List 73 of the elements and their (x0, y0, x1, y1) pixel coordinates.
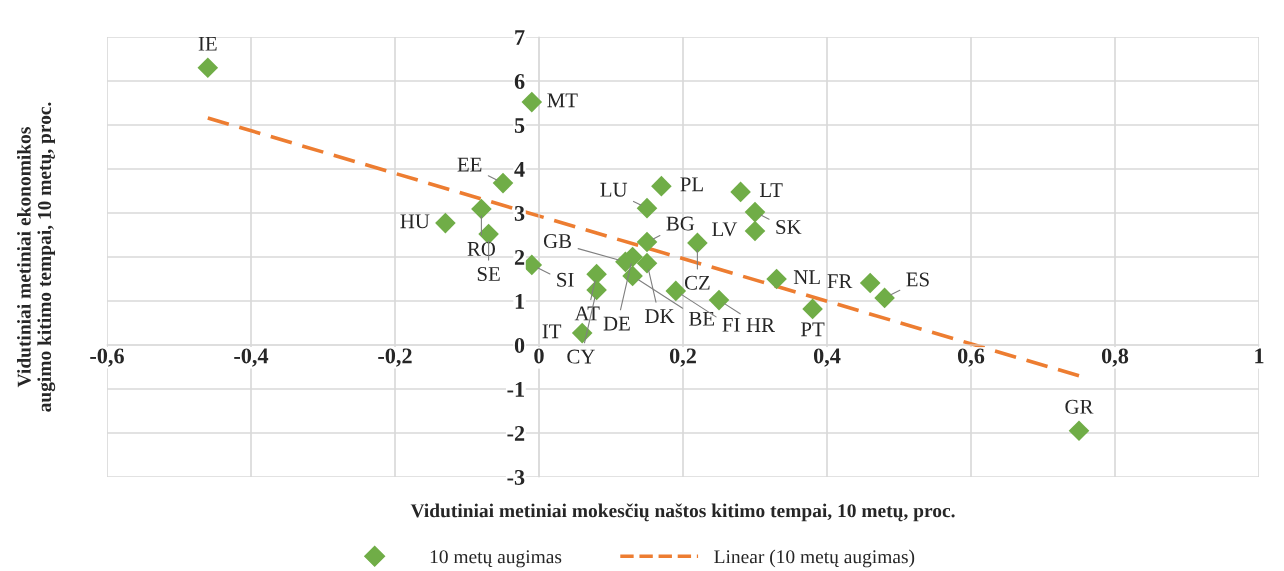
point (471, 198, 492, 220)
point (802, 298, 823, 320)
data-label: AT (574, 306, 600, 321)
point (687, 232, 708, 254)
x-tick-label: 1 (1255, 348, 1264, 364)
y-tick-label: 3 (514, 205, 525, 221)
point (651, 175, 672, 197)
data-label: LT (759, 183, 783, 197)
x-tick-label: 0,8 (1101, 348, 1129, 367)
point (571, 322, 593, 344)
data-label: GR (1065, 399, 1094, 414)
data-label: FI (722, 317, 740, 332)
point (859, 272, 881, 294)
data-label: CZ (684, 275, 710, 290)
y-tick-label: 1 (515, 294, 524, 309)
y-tick-label: 0 (514, 337, 525, 353)
point (874, 287, 895, 309)
data-label: SI (557, 272, 574, 287)
legend-label: Linear (10 metų augimas) (714, 549, 915, 568)
x-tick-label: 0 (534, 348, 544, 364)
data-label: DK (645, 309, 675, 323)
point (435, 212, 456, 234)
y-tick-label: 6 (514, 73, 525, 89)
data-label: SE (477, 267, 500, 281)
point (521, 91, 543, 113)
x-tick-label: -0,4 (234, 348, 269, 367)
point (744, 220, 766, 242)
data-label: IT (542, 324, 562, 339)
y-tick-label: -1 (507, 382, 524, 397)
x-tick-label: 0,4 (813, 348, 841, 367)
point (636, 231, 658, 253)
y-tick-label: 4 (514, 162, 525, 177)
point (636, 252, 658, 274)
point (492, 172, 514, 194)
point (730, 181, 751, 203)
x-tick-label: -0,2 (378, 348, 412, 367)
data-label: PL (680, 177, 703, 192)
point (744, 201, 766, 223)
data-label: SK (776, 220, 802, 234)
data-label: IE (198, 36, 217, 51)
point (197, 57, 219, 79)
y-tick-label: -2 (507, 425, 525, 441)
data-label: BG (666, 216, 695, 231)
point (1068, 420, 1090, 442)
data-label: BE (689, 311, 715, 326)
point (708, 289, 730, 311)
x-axis-title: Vidutiniai metiniai mokesčių naštos kitimo tempai, 10 metų, proc. (410, 503, 955, 522)
y-tick-label: 7 (515, 30, 525, 45)
y-tick-label: 2 (514, 249, 525, 265)
y-tick-label: -3 (507, 469, 525, 485)
point (665, 280, 687, 302)
legend-label: 10 metų augimas (430, 550, 562, 568)
data-label: MT (547, 93, 578, 108)
x-tick-label: -0,6 (90, 348, 124, 367)
data-label: HU (400, 214, 430, 229)
data-label: HR (746, 318, 775, 332)
y-tick-label: 5 (514, 118, 525, 133)
point (636, 197, 658, 219)
point (586, 263, 607, 285)
y-axis-title: Vidutiniai metiniai ekonomikos augimo kitimo tempai, 10 metų, proc. (17, 102, 56, 412)
data-label: EE (457, 157, 482, 172)
data-label: LV (712, 222, 738, 237)
data-label: LU (600, 182, 628, 197)
point (766, 268, 787, 290)
data-label: PT (801, 322, 825, 337)
x-tick-label: 0,6 (957, 348, 985, 367)
data-label: DE (603, 316, 630, 331)
data-label: NL (793, 270, 820, 285)
x-tick-label: 0,2 (669, 348, 696, 367)
data-label: GB (543, 234, 571, 249)
data-label: FR (827, 274, 853, 288)
data-label: CY (567, 349, 595, 364)
data-label: ES (906, 272, 929, 287)
